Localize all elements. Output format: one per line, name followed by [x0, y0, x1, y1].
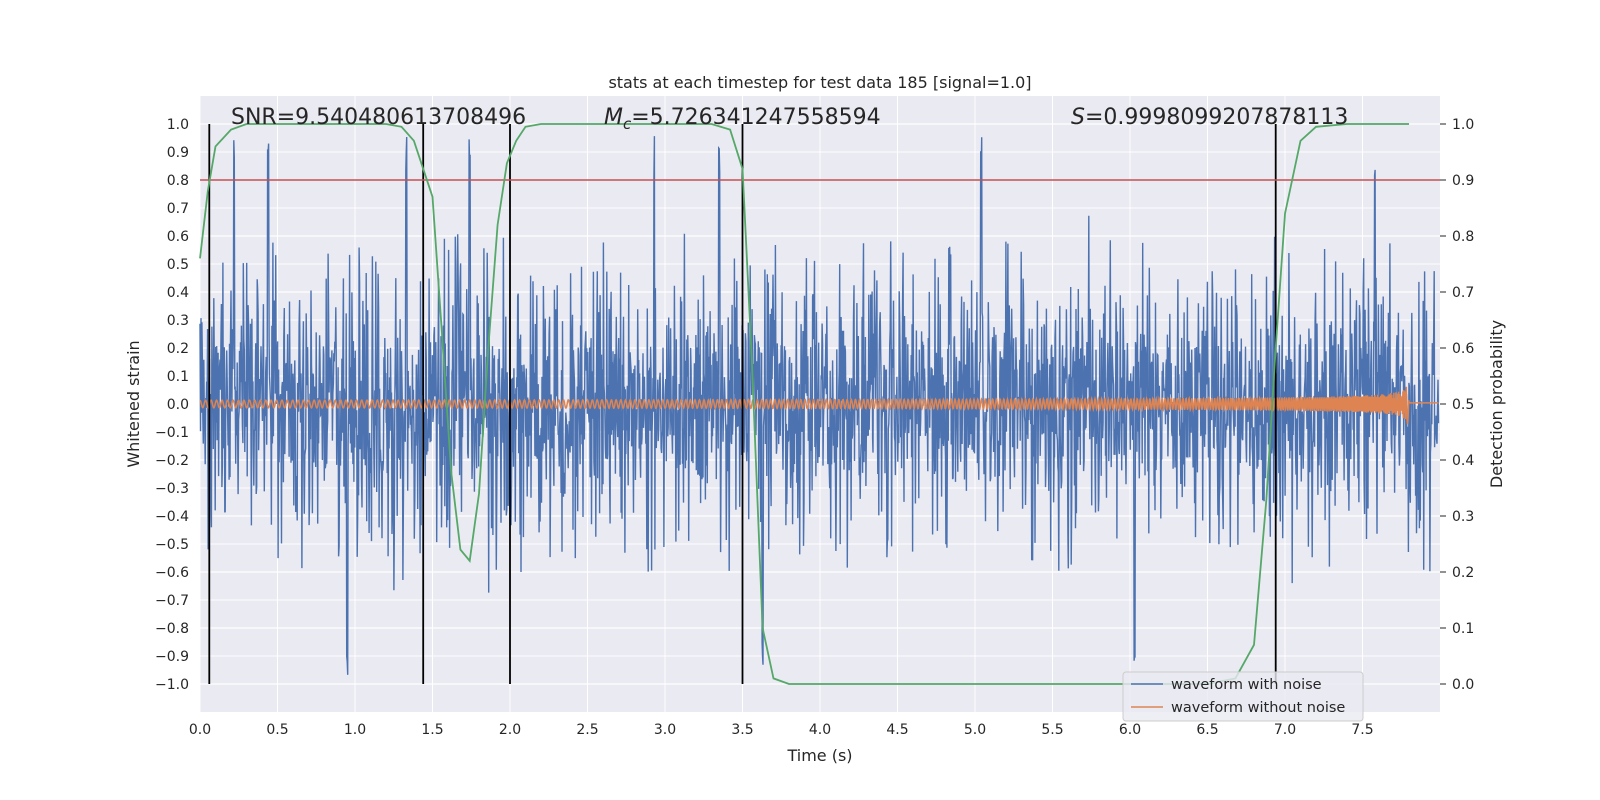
- x-tick-label: 4.5: [886, 722, 908, 738]
- y2-tick-label: 0.1: [1452, 621, 1474, 637]
- y-tick-label: −0.5: [155, 537, 189, 553]
- y-tick-label: 0.9: [167, 145, 189, 161]
- y-tick-label: −0.3: [155, 481, 189, 497]
- chirp-mass-value: =5.726341247558594: [631, 105, 880, 130]
- y2-tick-label: 0.4: [1452, 453, 1474, 469]
- x-axis-label: Time (s): [786, 746, 852, 765]
- left-axis-ticks: 1.0 0.9 0.8 0.7 0.6 0.5 0.4 0.3 0.2 0.1 0.0 −0.1 −0.…: [155, 117, 189, 693]
- legend-label-clean: waveform without noise: [1171, 700, 1345, 716]
- x-tick-label: 6.0: [1119, 722, 1141, 738]
- y-tick-label: 0.0: [167, 397, 189, 413]
- x-tick-label: 1.0: [344, 722, 366, 738]
- x-tick-label: 5.0: [964, 722, 986, 738]
- x-tick-label: 3.0: [654, 722, 676, 738]
- y2-tick-label: 0.6: [1452, 341, 1474, 357]
- x-axis-ticks: 0.0 0.5 1.0 1.5 2.0 2.5 3.0 3.5 4.0 4.5 5.0 5.5 6.0 6…: [189, 722, 1374, 738]
- x-tick-label: 2.5: [576, 722, 598, 738]
- snr-annotation: SNR=9.540480613708496: [231, 105, 526, 130]
- vertical-marker-lines: [208, 124, 1277, 684]
- x-tick-label: 1.5: [421, 722, 443, 738]
- y-tick-label: −1.0: [155, 677, 189, 693]
- chirp-mass-annotation: Mc=5.726341247558594: [604, 105, 881, 133]
- chart-title: stats at each timestep for test data 185…: [608, 73, 1031, 92]
- y2-tick-label: 0.8: [1452, 229, 1474, 245]
- x-tick-label: 4.0: [809, 722, 831, 738]
- s-annotation: S=0.9998099207878113: [1071, 105, 1348, 130]
- y-tick-label: 0.2: [167, 341, 189, 357]
- x-tick-label: 0.0: [189, 722, 211, 738]
- y-tick-label: 0.7: [167, 201, 189, 217]
- chirp-mass-subscript: c: [623, 115, 632, 133]
- y-tick-label: −0.7: [155, 593, 189, 609]
- s-value: =0.9998099207878113: [1085, 105, 1348, 130]
- x-tick-label: 7.0: [1274, 722, 1296, 738]
- x-tick-label: 6.5: [1196, 722, 1218, 738]
- y-tick-label: 0.4: [167, 285, 189, 301]
- x-tick-label: 3.5: [731, 722, 753, 738]
- y-tick-label: −0.8: [155, 621, 189, 637]
- waveform-without-noise-series: [199, 386, 1439, 425]
- legend-box: [1122, 671, 1364, 722]
- y-tick-label: 0.8: [167, 173, 189, 189]
- y-tick-label: −0.6: [155, 565, 189, 581]
- y2-tick-label: 0.0: [1452, 677, 1474, 693]
- y-tick-label: 0.5: [167, 257, 189, 273]
- y2-axis-label: Detection probability: [1487, 320, 1506, 488]
- probability-line: [199, 123, 1409, 685]
- y2-tick-label: 0.2: [1452, 565, 1474, 581]
- right-axis-ticks: 1.0 0.9 0.8 0.7 0.6 0.5 0.4 0.3 0.2 0.1 0.0: [1440, 117, 1474, 693]
- x-tick-label: 0.5: [266, 722, 288, 738]
- y-tick-label: 0.3: [167, 313, 189, 329]
- y2-tick-label: 1.0: [1452, 117, 1474, 133]
- y2-tick-label: 0.7: [1452, 285, 1474, 301]
- y-tick-label: −0.1: [155, 425, 189, 441]
- y-tick-label: −0.9: [155, 649, 189, 665]
- y-tick-label: 1.0: [167, 117, 189, 133]
- y2-tick-label: 0.3: [1452, 509, 1474, 525]
- legend: waveform with noise waveform without noi…: [1122, 671, 1364, 722]
- y-tick-label: −0.4: [155, 509, 189, 525]
- y-tick-label: 0.1: [167, 369, 189, 385]
- s-symbol: S: [1071, 105, 1085, 130]
- y-tick-label: −0.2: [155, 453, 189, 469]
- y2-tick-label: 0.9: [1452, 173, 1474, 189]
- x-tick-label: 7.5: [1351, 722, 1373, 738]
- waveform-with-noise-series: [199, 136, 1440, 675]
- legend-label-noise: waveform with noise: [1171, 677, 1322, 693]
- x-tick-label: 2.0: [499, 722, 521, 738]
- clean-waveform-line: [199, 386, 1439, 425]
- chirp-mass-symbol: M: [604, 105, 623, 130]
- y2-tick-label: 0.5: [1452, 397, 1474, 413]
- y-axis-label: Whitened strain: [124, 340, 143, 467]
- noise-waveform-line: [199, 136, 1440, 675]
- y-tick-label: 0.6: [167, 229, 189, 245]
- x-tick-label: 5.5: [1041, 722, 1063, 738]
- detection-probability-series: [199, 123, 1409, 685]
